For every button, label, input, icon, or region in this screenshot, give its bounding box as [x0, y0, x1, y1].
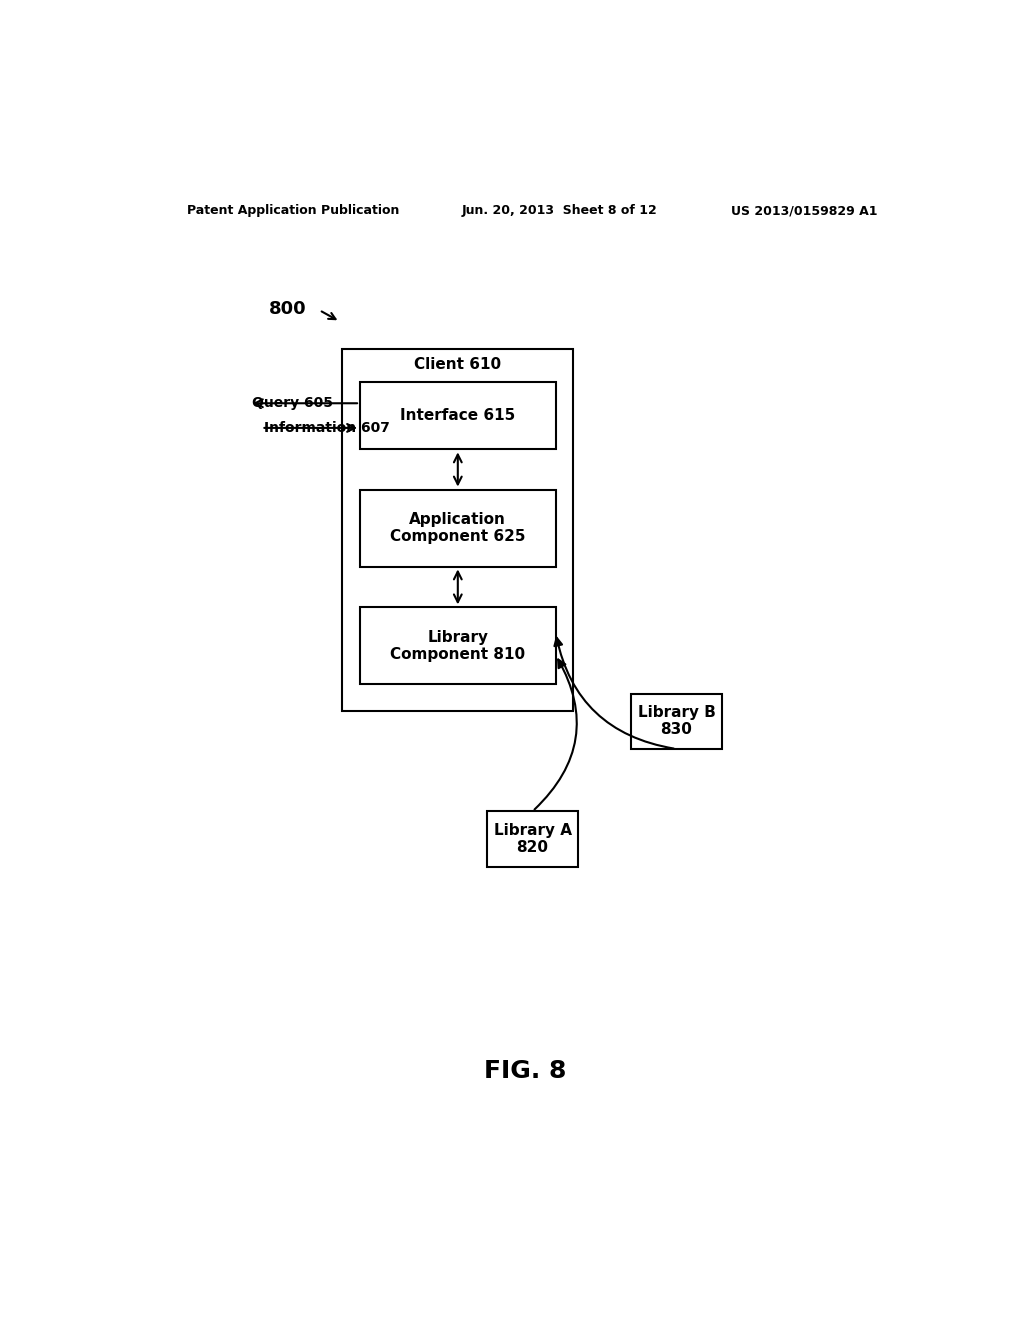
FancyBboxPatch shape — [360, 490, 556, 566]
Text: US 2013/0159829 A1: US 2013/0159829 A1 — [731, 205, 878, 218]
Text: Library A
820: Library A 820 — [494, 822, 571, 855]
FancyArrowPatch shape — [535, 660, 577, 809]
FancyArrowPatch shape — [554, 638, 674, 748]
Text: 800: 800 — [268, 300, 306, 318]
Text: Jun. 20, 2013  Sheet 8 of 12: Jun. 20, 2013 Sheet 8 of 12 — [462, 205, 657, 218]
FancyBboxPatch shape — [631, 693, 722, 748]
Text: Client 610: Client 610 — [415, 358, 502, 372]
FancyBboxPatch shape — [360, 381, 556, 449]
Text: Patent Application Publication: Patent Application Publication — [186, 205, 399, 218]
Text: Library
Component 810: Library Component 810 — [390, 630, 525, 663]
FancyBboxPatch shape — [487, 812, 578, 867]
Text: Application
Component 625: Application Component 625 — [390, 512, 525, 544]
FancyBboxPatch shape — [360, 607, 556, 684]
Text: Interface 615: Interface 615 — [400, 408, 515, 424]
Text: Information 607: Information 607 — [264, 421, 390, 434]
Text: FIG. 8: FIG. 8 — [483, 1059, 566, 1082]
FancyBboxPatch shape — [342, 350, 573, 711]
Text: Query 605: Query 605 — [252, 396, 333, 411]
Text: Library B
830: Library B 830 — [638, 705, 716, 738]
